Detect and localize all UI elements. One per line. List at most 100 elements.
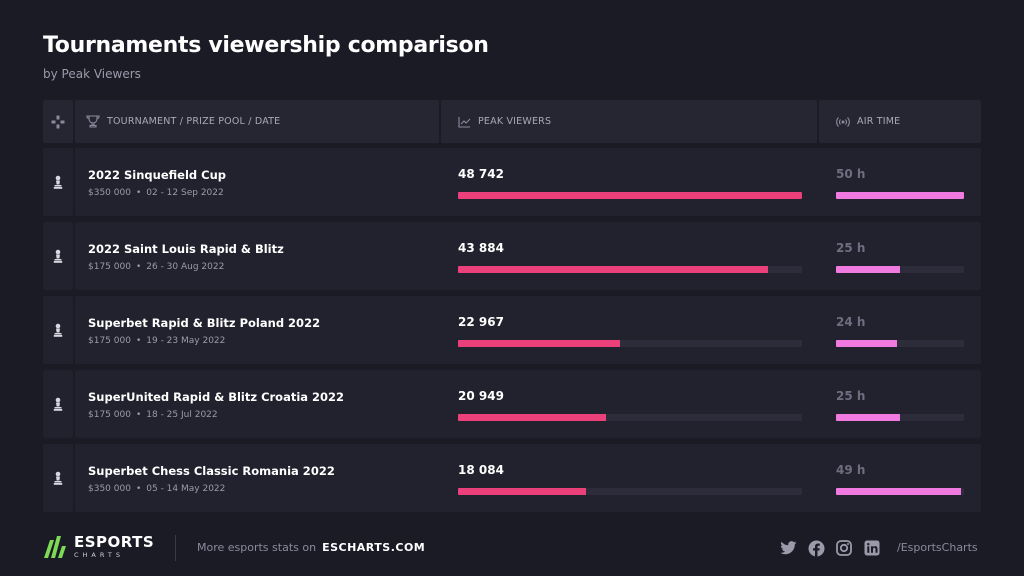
logo-sub-text: CHARTS (74, 551, 125, 560)
air-time-track (836, 488, 964, 495)
tournament-date: 19 - 23 May 2022 (146, 336, 226, 346)
row-game-cell (43, 148, 73, 216)
chess-pawn-icon (43, 222, 73, 290)
tournament-name[interactable]: SuperUnited Rapid & Blitz Croatia 2022 (88, 390, 345, 404)
social-links (779, 539, 891, 557)
meta-separator: • (135, 188, 142, 198)
twitter-icon[interactable] (779, 539, 797, 557)
air-time-bar (836, 488, 962, 495)
air-time-track (836, 340, 964, 347)
chess-pawn-icon (43, 370, 73, 438)
table-row: Superbet Chess Classic Romania 2022 $350 … (43, 444, 981, 512)
meta-separator: • (135, 262, 142, 272)
header-tournament-cell: TOURNAMENT / PRIZE POOL / DATE (75, 100, 439, 143)
header-peak-cell: PEAK VIEWERS (441, 100, 817, 143)
tournament-meta: $175 000 • 26 - 30 Aug 2022 (88, 262, 224, 272)
air-time-bar (836, 192, 964, 199)
table-row: 2022 Saint Louis Rapid & Blitz $175 000 • 2… (43, 222, 981, 290)
peak-viewers-track (458, 266, 802, 273)
peak-viewers-track (458, 488, 802, 495)
chess-pawn-icon (43, 444, 73, 512)
air-time-value: 25 h (836, 241, 866, 255)
table-row: 2022 Sinquefield Cup $350 000 • 02 - 12 Sep… (43, 148, 981, 216)
peak-viewers-bar (458, 414, 606, 421)
tournament-date: 05 - 14 May 2022 (146, 484, 226, 494)
header-tournament-label: TOURNAMENT / PRIZE POOL / DATE (107, 116, 281, 127)
peak-viewers-value: 22 967 (458, 315, 504, 329)
air-time-track (836, 266, 964, 273)
tournament-meta: $350 000 • 02 - 12 Sep 2022 (88, 188, 224, 198)
air-time-value: 49 h (836, 463, 866, 477)
footer-more-text: More esports stats on (197, 541, 317, 554)
tournament-name[interactable]: Superbet Rapid & Blitz Poland 2022 (88, 316, 321, 330)
chess-pawn-icon (43, 148, 73, 216)
instagram-icon[interactable] (835, 539, 853, 557)
meta-separator: • (135, 410, 142, 420)
gamepad-icon (51, 100, 72, 143)
row-background (75, 444, 981, 512)
meta-separator: • (135, 336, 142, 346)
trophy-icon (86, 115, 100, 128)
peak-viewers-bar (458, 340, 621, 347)
esports-charts-logo: ESPORTS CHARTS (42, 534, 154, 560)
meta-separator: • (135, 484, 142, 494)
air-time-value: 25 h (836, 389, 866, 403)
air-time-bar (836, 414, 900, 421)
peak-viewers-value: 48 742 (458, 167, 504, 181)
row-game-cell (43, 222, 73, 290)
peak-viewers-value: 20 949 (458, 389, 504, 403)
table-row: Superbet Rapid & Blitz Poland 2022 $175 0… (43, 296, 981, 364)
tournament-name[interactable]: 2022 Saint Louis Rapid & Blitz (88, 242, 284, 256)
prize-pool: $175 000 (88, 336, 131, 346)
footer-divider (175, 535, 176, 561)
air-time-value: 24 h (836, 315, 866, 329)
peak-viewers-track (458, 340, 802, 347)
chess-pawn-icon (43, 296, 73, 364)
peak-viewers-value: 43 884 (458, 241, 504, 255)
header-peak-label: PEAK VIEWERS (478, 116, 552, 127)
page-subtitle: by Peak Viewers (43, 67, 141, 81)
air-time-bar (836, 340, 898, 347)
air-time-value: 50 h (836, 167, 866, 181)
row-game-cell (43, 444, 73, 512)
peak-viewers-value: 18 084 (458, 463, 504, 477)
tournament-date: 02 - 12 Sep 2022 (146, 188, 224, 198)
tournament-meta: $350 000 • 05 - 14 May 2022 (88, 484, 225, 494)
prize-pool: $350 000 (88, 188, 131, 198)
peak-viewers-track (458, 192, 802, 199)
tournament-date: 18 - 25 Jul 2022 (146, 410, 218, 420)
air-time-track (836, 414, 964, 421)
peak-viewers-bar (458, 266, 768, 273)
tournament-meta: $175 000 • 19 - 23 May 2022 (88, 336, 225, 346)
header-air-label: AIR TIME (857, 116, 901, 127)
air-time-bar (836, 266, 900, 273)
prize-pool: $350 000 (88, 484, 131, 494)
broadcast-icon (836, 116, 850, 127)
peak-viewers-track (458, 414, 802, 421)
social-handle: /EsportsCharts (897, 541, 978, 554)
logo-mark-icon (44, 536, 66, 558)
footer-promo: More esports stats on ESCHARTS.COM (197, 541, 425, 554)
page-title: Tournaments viewership comparison (43, 33, 489, 58)
table-header: TOURNAMENT / PRIZE POOL / DATE PEAK VIEW… (43, 100, 981, 143)
row-game-cell (43, 370, 73, 438)
line-chart-icon (458, 116, 471, 128)
linkedin-icon[interactable] (863, 539, 881, 557)
prize-pool: $175 000 (88, 410, 131, 420)
tournament-name[interactable]: 2022 Sinquefield Cup (88, 168, 226, 182)
footer-site-link[interactable]: ESCHARTS.COM (322, 541, 426, 554)
header-air-cell: AIR TIME (819, 100, 981, 143)
row-background (75, 296, 981, 364)
facebook-icon[interactable] (807, 539, 825, 557)
peak-viewers-bar (458, 488, 586, 495)
tournament-name[interactable]: Superbet Chess Classic Romania 2022 (88, 464, 335, 478)
row-background (75, 222, 981, 290)
tournament-meta: $175 000 • 18 - 25 Jul 2022 (88, 410, 218, 420)
peak-viewers-bar (458, 192, 802, 199)
header-game-cell (43, 100, 73, 143)
row-background (75, 148, 981, 216)
logo-main-text: ESPORTS (74, 533, 155, 552)
row-background (75, 370, 981, 438)
prize-pool: $175 000 (88, 262, 131, 272)
air-time-track (836, 192, 964, 199)
